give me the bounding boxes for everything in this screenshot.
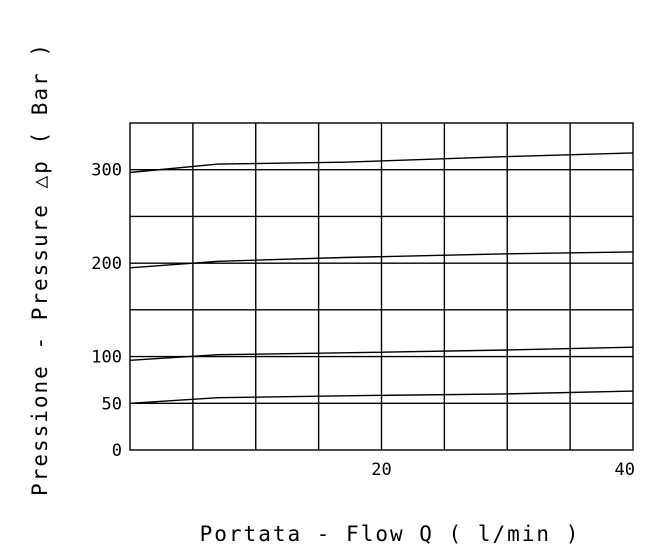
chart-ticks: 300 200 100 50 0 20 40: [91, 161, 635, 480]
x-tick-label: 40: [615, 460, 635, 480]
series-line-1: [129, 152, 634, 174]
series-line-3: [129, 346, 634, 361]
y-axis-label: Pressione - Pressure △p ( Bar ): [28, 42, 52, 496]
y-tick-label: 300: [91, 161, 122, 181]
x-tick-label: 20: [371, 460, 391, 480]
chart-curves: [129, 152, 634, 404]
chart-grid: [129, 122, 634, 451]
y-tick-label: 50: [102, 394, 122, 414]
series-line-4: [129, 390, 634, 404]
y-tick-label: 0: [112, 441, 122, 461]
y-tick-label: 200: [91, 254, 122, 274]
series-line-2: [129, 251, 634, 269]
x-axis-label: Portata - Flow Q ( l/min ): [200, 522, 581, 546]
y-tick-label: 100: [91, 348, 122, 368]
